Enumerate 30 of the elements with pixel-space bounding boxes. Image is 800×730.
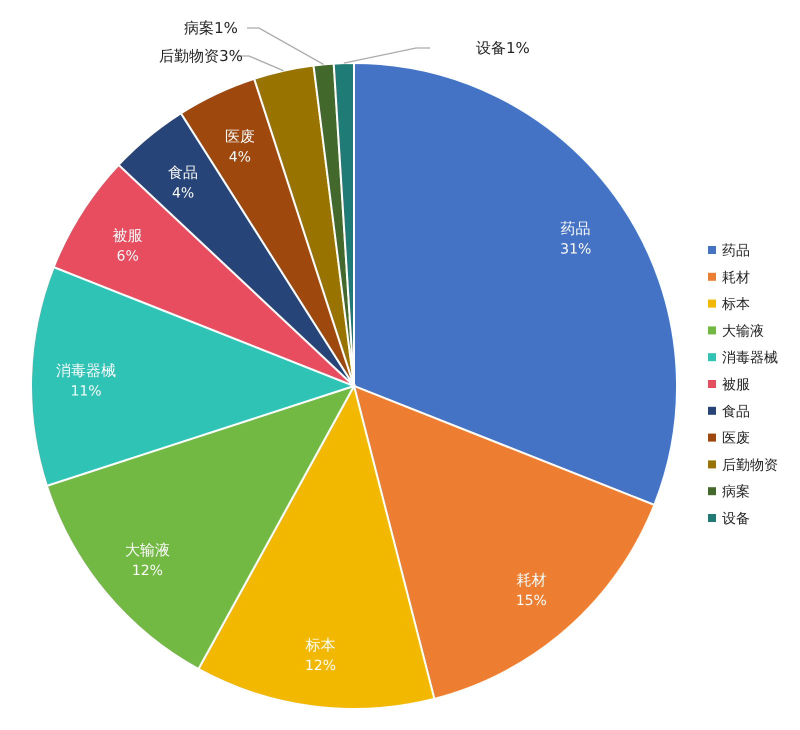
legend-label: 标本 xyxy=(721,296,750,313)
legend-label: 后勤物资 xyxy=(722,457,778,474)
data-label: 12% xyxy=(304,658,336,674)
slice-label: 食品 xyxy=(168,163,198,182)
data-label: 6% xyxy=(116,248,139,264)
category-label: 后勤物资3% xyxy=(159,47,243,65)
slice-label: 标本 xyxy=(304,636,336,654)
category-label: 设备1% xyxy=(476,39,530,57)
slice-label: 大输液 xyxy=(124,540,170,559)
data-label: 4% xyxy=(172,185,194,202)
legend-label: 药品 xyxy=(722,243,750,259)
slice-label: 被服 xyxy=(112,226,143,244)
legend-label: 大输液 xyxy=(722,323,764,340)
legend-label: 被服 xyxy=(722,377,750,393)
data-label: 4% xyxy=(228,149,251,166)
data-label: 31% xyxy=(560,241,592,258)
slice-label: 药品 xyxy=(560,219,591,238)
slice-label: 耗材 xyxy=(516,571,546,590)
slice-label: 消毒器械 xyxy=(56,362,116,380)
legend-label: 病案 xyxy=(722,483,750,500)
legend-label: 食品 xyxy=(722,404,750,420)
legend-label: 耗材 xyxy=(722,270,750,286)
data-label: 12% xyxy=(132,562,163,579)
data-label: 11% xyxy=(70,384,102,400)
legend-label: 消毒器械 xyxy=(722,350,778,366)
slice-label: 医废 xyxy=(224,127,255,146)
legend-label: 医废 xyxy=(722,430,750,447)
data-label: 15% xyxy=(516,593,547,610)
legend-label: 设备 xyxy=(722,511,750,527)
category-label: 病案1% xyxy=(184,19,238,37)
